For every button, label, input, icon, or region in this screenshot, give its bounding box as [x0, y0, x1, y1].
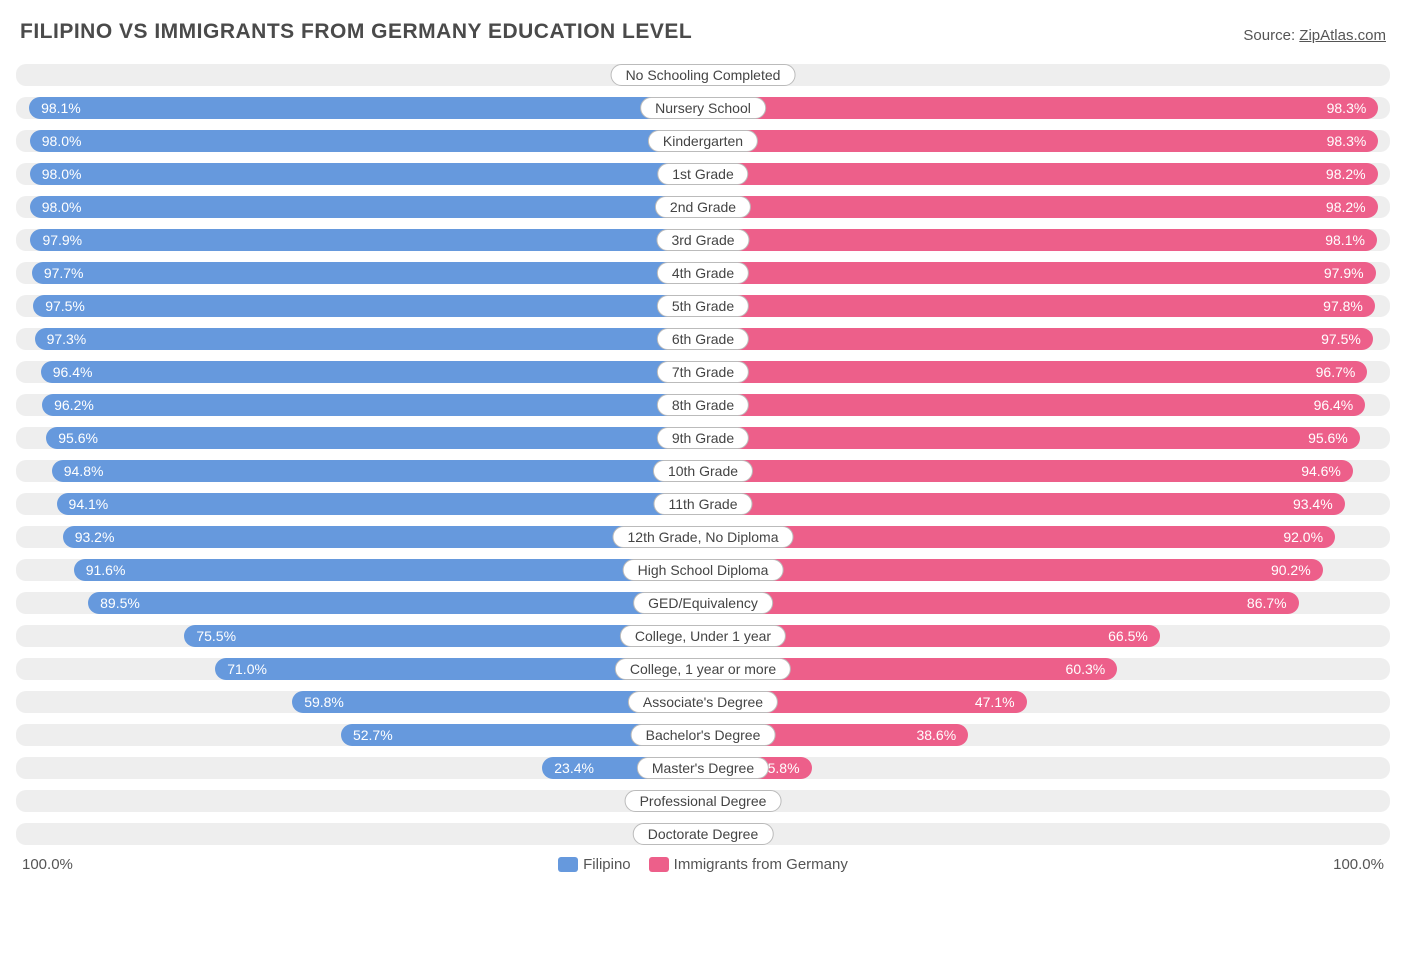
bar-germany: 86.7% [703, 592, 1299, 614]
bar-filipino: 97.5% [33, 295, 703, 317]
legend-swatch-germany [649, 857, 669, 872]
category-label: 6th Grade [657, 328, 749, 350]
category-label: 3rd Grade [656, 229, 749, 251]
bar-filipino: 98.0% [30, 196, 703, 218]
chart-row: 3.4%2.1%Doctorate Degree [16, 823, 1390, 845]
chart-row: 98.0%98.2%2nd Grade [16, 196, 1390, 218]
bar-filipino: 98.1% [29, 97, 703, 119]
category-label: 5th Grade [657, 295, 749, 317]
chart-row: 94.8%94.6%10th Grade [16, 460, 1390, 482]
category-label: 12th Grade, No Diploma [613, 526, 794, 548]
chart-row: 97.5%97.8%5th Grade [16, 295, 1390, 317]
category-label: Master's Degree [637, 757, 769, 779]
category-label: Doctorate Degree [633, 823, 774, 845]
chart-row: 98.0%98.2%1st Grade [16, 163, 1390, 185]
source-prefix: Source: [1243, 27, 1299, 44]
category-label: Associate's Degree [628, 691, 778, 713]
category-label: Professional Degree [625, 790, 782, 812]
source-attribution: Source: ZipAtlas.com [1243, 27, 1386, 44]
chart-row: 94.1%93.4%11th Grade [16, 493, 1390, 515]
bar-filipino: 91.6% [74, 559, 703, 581]
bar-germany: 98.3% [703, 97, 1378, 119]
chart-row: 7.6%4.9%Professional Degree [16, 790, 1390, 812]
axis-left-max: 100.0% [22, 856, 73, 873]
chart-row: 75.5%66.5%College, Under 1 year [16, 625, 1390, 647]
chart-row: 59.8%47.1%Associate's Degree [16, 691, 1390, 713]
bar-germany: 98.2% [703, 196, 1378, 218]
chart-row: 98.0%98.3%Kindergarten [16, 130, 1390, 152]
chart-row: 97.9%98.1%3rd Grade [16, 229, 1390, 251]
chart-legend: Filipino Immigrants from Germany [558, 856, 848, 873]
chart-row: 95.6%95.6%9th Grade [16, 427, 1390, 449]
bar-germany: 97.9% [703, 262, 1376, 284]
chart-row: 97.7%97.9%4th Grade [16, 262, 1390, 284]
chart-row: 91.6%90.2%High School Diploma [16, 559, 1390, 581]
legend-item-filipino: Filipino [558, 856, 631, 873]
bar-filipino: 98.0% [30, 163, 703, 185]
bar-filipino: 98.0% [30, 130, 703, 152]
category-label: College, Under 1 year [620, 625, 786, 647]
category-label: 8th Grade [657, 394, 749, 416]
bar-filipino: 97.7% [32, 262, 703, 284]
category-label: 1st Grade [657, 163, 748, 185]
chart-row: 98.1%98.3%Nursery School [16, 97, 1390, 119]
category-label: Bachelor's Degree [631, 724, 776, 746]
category-label: Nursery School [640, 97, 766, 119]
chart-header: FILIPINO VS IMMIGRANTS FROM GERMANY EDUC… [16, 20, 1390, 44]
source-link[interactable]: ZipAtlas.com [1299, 27, 1386, 44]
category-label: 7th Grade [657, 361, 749, 383]
chart-footer: 100.0% Filipino Immigrants from Germany … [16, 856, 1390, 873]
bar-germany: 92.0% [703, 526, 1335, 548]
bar-filipino: 95.6% [46, 427, 703, 449]
legend-label-germany: Immigrants from Germany [674, 856, 848, 873]
axis-right-max: 100.0% [1333, 856, 1384, 873]
chart-row: 93.2%92.0%12th Grade, No Diploma [16, 526, 1390, 548]
category-label: GED/Equivalency [633, 592, 773, 614]
bar-germany: 94.6% [703, 460, 1353, 482]
chart-title: FILIPINO VS IMMIGRANTS FROM GERMANY EDUC… [20, 20, 692, 44]
bar-germany: 98.2% [703, 163, 1378, 185]
legend-swatch-filipino [558, 857, 578, 872]
bar-germany: 90.2% [703, 559, 1323, 581]
bar-germany: 96.7% [703, 361, 1367, 383]
bar-filipino: 94.8% [52, 460, 703, 482]
category-label: No Schooling Completed [611, 64, 796, 86]
bar-filipino: 93.2% [63, 526, 703, 548]
chart-row: 52.7%38.6%Bachelor's Degree [16, 724, 1390, 746]
legend-label-filipino: Filipino [583, 856, 631, 873]
bar-germany: 95.6% [703, 427, 1360, 449]
chart-row: 71.0%60.3%College, 1 year or more [16, 658, 1390, 680]
category-label: 9th Grade [657, 427, 749, 449]
bar-filipino: 97.9% [30, 229, 703, 251]
diverging-bar-chart: 2.0%1.8%No Schooling Completed98.1%98.3%… [16, 64, 1390, 845]
bar-germany: 93.4% [703, 493, 1345, 515]
bar-filipino: 89.5% [88, 592, 703, 614]
legend-item-germany: Immigrants from Germany [649, 856, 848, 873]
bar-filipino: 96.2% [42, 394, 703, 416]
bar-filipino: 97.3% [35, 328, 703, 350]
category-label: 4th Grade [657, 262, 749, 284]
bar-germany: 98.3% [703, 130, 1378, 152]
chart-row: 2.0%1.8%No Schooling Completed [16, 64, 1390, 86]
category-label: Kindergarten [648, 130, 758, 152]
bar-germany: 97.8% [703, 295, 1375, 317]
chart-row: 89.5%86.7%GED/Equivalency [16, 592, 1390, 614]
chart-row: 96.4%96.7%7th Grade [16, 361, 1390, 383]
category-label: College, 1 year or more [615, 658, 791, 680]
category-label: High School Diploma [623, 559, 784, 581]
category-label: 2nd Grade [655, 196, 751, 218]
category-label: 11th Grade [653, 493, 752, 515]
bar-filipino: 94.1% [57, 493, 703, 515]
chart-row: 97.3%97.5%6th Grade [16, 328, 1390, 350]
chart-row: 23.4%15.8%Master's Degree [16, 757, 1390, 779]
bar-germany: 97.5% [703, 328, 1373, 350]
category-label: 10th Grade [653, 460, 753, 482]
bar-germany: 98.1% [703, 229, 1377, 251]
bar-filipino: 96.4% [41, 361, 703, 383]
chart-row: 96.2%96.4%8th Grade [16, 394, 1390, 416]
bar-germany: 96.4% [703, 394, 1365, 416]
